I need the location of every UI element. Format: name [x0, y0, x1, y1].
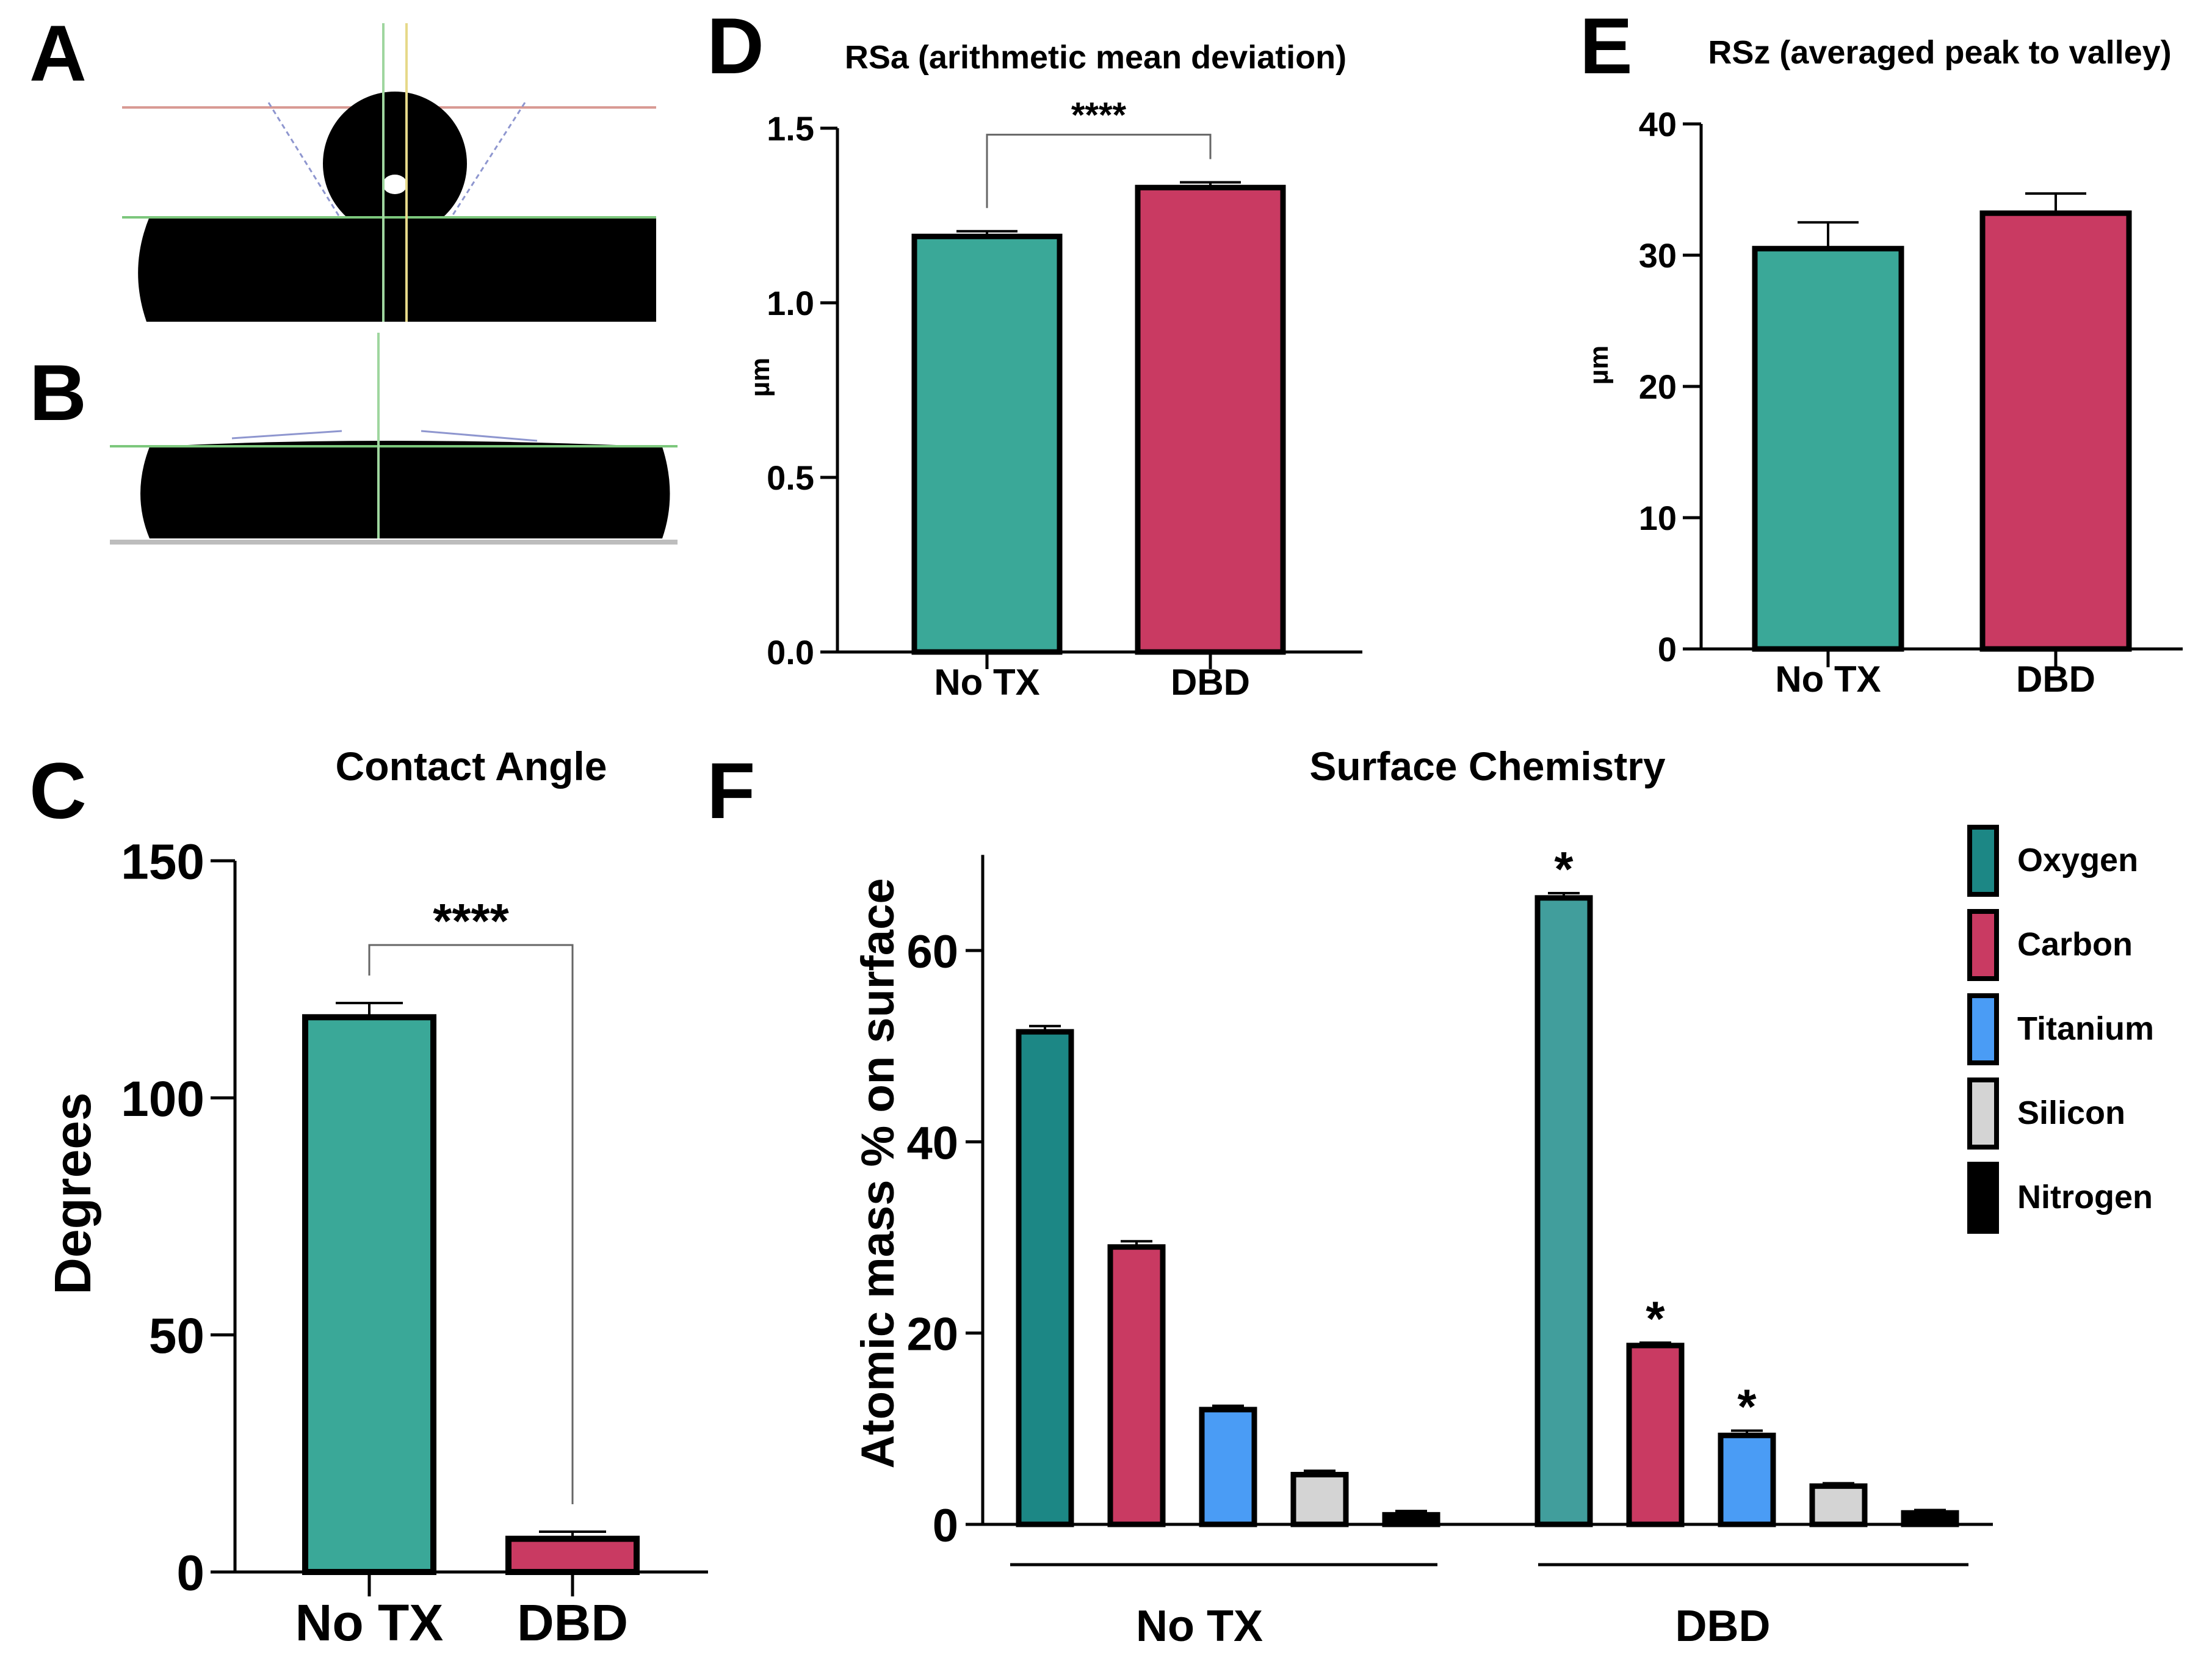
- y-tick-label: 60: [906, 926, 958, 978]
- y-axis-label: Degrees: [44, 1092, 101, 1295]
- legend-label-titanium: Titanium: [2017, 1010, 2154, 1047]
- y-tick-label: 20: [906, 1309, 958, 1361]
- y-tick-label: 150: [121, 835, 204, 890]
- significance-label: *: [1554, 842, 1574, 896]
- bar-nitrogen-dbd: [1901, 1510, 1959, 1527]
- chart-title: RSz (averaged peak to valley): [1708, 34, 2171, 71]
- significance-bracket: [986, 134, 1212, 208]
- legend-label-silicon: Silicon: [2017, 1095, 2125, 1131]
- legend-swatch-carbon: [1967, 909, 1999, 981]
- contact-angle-chart: C Contact Angle Degrees 0 50 100 150 No TX DB…: [29, 744, 708, 1651]
- plot-area: 0 20 40 60 * * * No TX DBD: [906, 842, 1993, 1651]
- panel-letter-d: D: [707, 1, 764, 90]
- chart-title: Contact Angle: [336, 744, 607, 789]
- y-tick-label: 100: [121, 1071, 204, 1127]
- bar-oxygen-dbd: [1534, 895, 1593, 1527]
- droplet-image-treated: [110, 333, 678, 549]
- panel-letter-a: A: [29, 9, 87, 98]
- legend-label-carbon: Carbon: [2017, 926, 2133, 963]
- droplet-image-untreated: [122, 23, 678, 324]
- significance-label: *: [1646, 1291, 1665, 1345]
- significance-label: ****: [1071, 96, 1127, 136]
- panel-letter-b: B: [29, 348, 87, 437]
- bar-no-tx: [302, 1014, 436, 1576]
- plot-area: 0 10 20 30 40 No TX DBD: [1639, 105, 2183, 700]
- x-group-label: DBD: [1675, 1602, 1771, 1651]
- x-tick-label: DBD: [2016, 659, 2095, 700]
- x-tick-label: DBD: [1171, 662, 1250, 703]
- y-tick-label: 1.5: [767, 109, 814, 148]
- bar-carbon-no-tx: [1107, 1244, 1166, 1527]
- x-tick-label: DBD: [517, 1594, 628, 1651]
- bar-oxygen-no-tx: [1016, 1029, 1074, 1527]
- y-tick-label: 0: [1658, 630, 1677, 668]
- y-axis-label: Atomic mass % on surface: [852, 878, 904, 1468]
- x-tick-label: No TX: [934, 662, 1039, 703]
- bar-dbd: [1135, 184, 1286, 655]
- rsz-chart: E RSz (averaged peak to valley) µm 0 10 20…: [1580, 1, 2183, 700]
- y-tick-label: 30: [1639, 236, 1677, 275]
- bar-silicon-dbd: [1809, 1483, 1868, 1527]
- y-tick-label: 1.0: [767, 284, 814, 322]
- legend-swatch-nitrogen: [1967, 1162, 1999, 1234]
- y-tick-label: 50: [149, 1308, 204, 1364]
- y-tick-label: 0.0: [767, 633, 814, 672]
- panel-letter-f: F: [707, 746, 755, 835]
- panel-letter-e: E: [1580, 1, 1633, 90]
- x-tick-label: No TX: [1775, 659, 1881, 700]
- bar-dbd: [1979, 210, 2132, 652]
- significance-label: *: [1737, 1379, 1757, 1433]
- y-tick-label: 0: [176, 1546, 204, 1601]
- y-axis-label: µm: [745, 358, 775, 397]
- y-axis-label: µm: [1584, 346, 1614, 385]
- y-tick-label: 10: [1639, 499, 1677, 537]
- legend-label-nitrogen: Nitrogen: [2017, 1179, 2153, 1215]
- rsa-chart: D RSa (arithmetic mean deviation) µm 0.0…: [707, 1, 1362, 703]
- x-tick-label: No TX: [295, 1594, 444, 1651]
- significance-bracket: [368, 944, 574, 1504]
- plot-area: 0.0 0.5 1.0 1.5 No TX DBD ****: [767, 96, 1362, 703]
- chart-title: Surface Chemistry: [1309, 744, 1666, 789]
- panel-b: B: [29, 333, 678, 549]
- bar-silicon-no-tx: [1290, 1472, 1349, 1527]
- y-tick-label: 0.5: [767, 458, 814, 497]
- bar-no-tx: [911, 233, 1063, 655]
- bar-dbd: [505, 1535, 640, 1575]
- plot-area: 0 50 100 150 No TX DBD ****: [121, 835, 708, 1651]
- legend-swatch-titanium: [1967, 993, 1999, 1065]
- legend-swatch-oxygen: [1967, 825, 1999, 897]
- x-group-label: No TX: [1136, 1602, 1263, 1651]
- panel-a: A: [29, 9, 678, 324]
- surface-chemistry-chart: F Surface Chemistry Atomic mass % on sur…: [707, 744, 2154, 1651]
- y-tick-label: 20: [1639, 368, 1677, 406]
- bar-titanium-dbd: [1718, 1432, 1776, 1527]
- bar-carbon-dbd: [1626, 1342, 1685, 1527]
- y-tick-label: 40: [1639, 105, 1677, 143]
- significance-label: ****: [433, 894, 509, 948]
- bar-nitrogen-no-tx: [1382, 1512, 1440, 1527]
- bar-no-tx: [1752, 245, 1904, 652]
- bar-titanium-no-tx: [1199, 1407, 1257, 1527]
- panel-letter-c: C: [29, 746, 87, 835]
- legend-swatch-silicon: [1967, 1077, 1999, 1150]
- y-tick-label: 0: [933, 1500, 958, 1552]
- legend: Oxygen Carbon Titanium Silicon Nitrogen: [1967, 825, 2154, 1234]
- chart-title: RSa (arithmetic mean deviation): [845, 39, 1346, 76]
- legend-label-oxygen: Oxygen: [2017, 842, 2138, 878]
- y-tick-label: 40: [906, 1117, 958, 1169]
